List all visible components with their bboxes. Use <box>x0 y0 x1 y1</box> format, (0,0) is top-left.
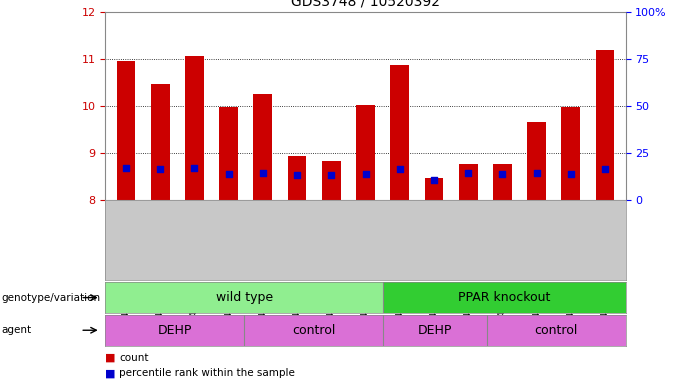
Point <box>189 165 200 171</box>
Text: percentile rank within the sample: percentile rank within the sample <box>119 368 295 378</box>
Point <box>292 172 303 178</box>
Point <box>462 170 473 176</box>
Point <box>394 166 405 172</box>
Text: DEHP: DEHP <box>158 324 192 337</box>
Title: GDS3748 / 10520392: GDS3748 / 10520392 <box>291 0 440 9</box>
Text: PPAR knockout: PPAR knockout <box>458 291 550 304</box>
Bar <box>219 107 238 200</box>
Bar <box>185 56 204 200</box>
Bar <box>390 65 409 200</box>
Text: control: control <box>534 324 578 337</box>
Text: wild type: wild type <box>216 291 273 304</box>
Text: agent: agent <box>1 325 31 335</box>
Text: count: count <box>119 353 148 363</box>
Bar <box>116 61 135 200</box>
Point <box>155 166 166 172</box>
Point <box>531 170 542 176</box>
Bar <box>459 164 477 200</box>
Bar <box>288 156 307 200</box>
Bar <box>151 84 169 200</box>
Text: genotype/variation: genotype/variation <box>1 293 101 303</box>
Text: control: control <box>292 324 335 337</box>
Point <box>565 171 576 177</box>
Point <box>360 171 371 177</box>
Bar <box>527 122 546 200</box>
Point <box>326 172 337 178</box>
Bar <box>322 161 341 200</box>
Text: ■: ■ <box>105 368 116 378</box>
Point <box>258 170 269 176</box>
Bar <box>493 164 512 200</box>
Point <box>600 166 611 172</box>
Point <box>497 171 508 177</box>
Bar <box>383 282 626 313</box>
Point <box>223 171 234 177</box>
Point <box>428 177 439 183</box>
Bar <box>254 94 272 200</box>
Bar <box>356 105 375 200</box>
Text: ■: ■ <box>105 353 116 363</box>
Bar <box>596 50 615 200</box>
Bar <box>562 107 580 200</box>
Text: DEHP: DEHP <box>418 324 452 337</box>
Point <box>120 165 131 171</box>
Bar <box>424 177 443 200</box>
